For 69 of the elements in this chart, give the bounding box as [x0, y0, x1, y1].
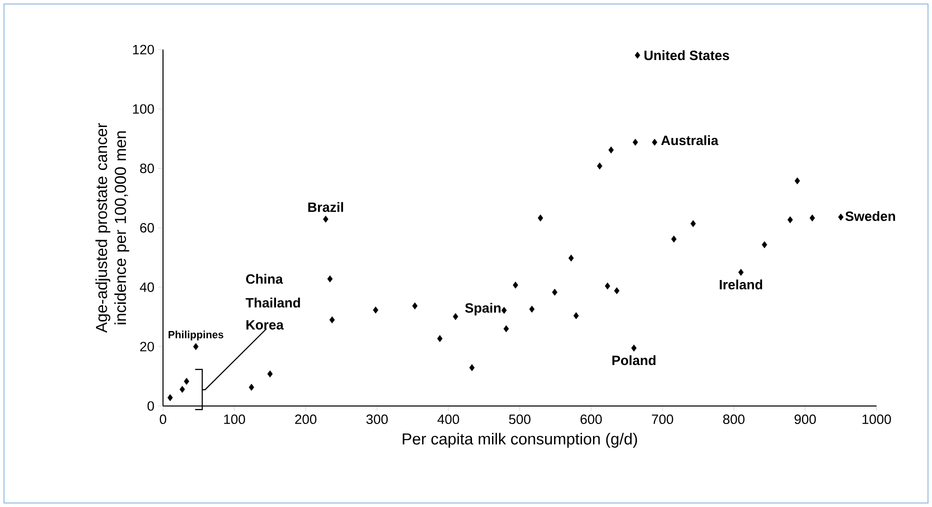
annotation: Australia	[661, 135, 718, 146]
point	[437, 335, 443, 342]
point	[671, 236, 677, 243]
point	[838, 214, 844, 221]
point	[504, 325, 509, 332]
annotation: Brazil	[308, 202, 344, 212]
point	[762, 241, 768, 248]
point	[412, 302, 418, 310]
annotation: China	[246, 274, 283, 284]
point	[167, 394, 173, 402]
y-axis-title: Age-adjusted prostate cancer incidence per 100,000 men	[95, 123, 130, 333]
annotation: Poland	[612, 355, 656, 366]
x-tick-label: 1000	[862, 414, 891, 424]
annotation: Ireland	[720, 280, 762, 290]
point	[596, 162, 602, 170]
point	[469, 364, 475, 372]
point	[552, 288, 558, 296]
point	[634, 52, 640, 59]
point	[604, 282, 610, 290]
point	[248, 384, 254, 391]
annotation: Thailand	[246, 298, 300, 308]
y-tick-label: 100	[133, 104, 154, 114]
x-tick-label: 200	[295, 414, 316, 424]
point	[652, 138, 658, 146]
point	[573, 312, 579, 320]
point	[794, 177, 800, 184]
point	[452, 313, 458, 320]
x-tick-label: 0	[160, 414, 166, 424]
point	[738, 268, 744, 276]
annotation: United States	[644, 50, 730, 60]
point	[608, 146, 614, 154]
x-tick-label: 700	[652, 414, 674, 424]
y-tick-label: 40	[140, 282, 154, 292]
y-tick-label: 20	[140, 342, 154, 352]
x-tick-label: 900	[794, 414, 816, 424]
point	[193, 343, 199, 350]
annotation: Korea	[246, 320, 284, 330]
point	[512, 282, 518, 289]
point	[267, 370, 273, 378]
point	[329, 316, 335, 324]
point	[810, 214, 815, 222]
x-tick-label: 300	[366, 414, 388, 424]
y-tick-label: 60	[140, 223, 154, 233]
point	[568, 254, 574, 262]
y-tick-label: 120	[133, 44, 154, 54]
x-tick-label: 100	[224, 414, 246, 424]
annotation: Philippines	[168, 330, 224, 340]
point	[614, 287, 620, 294]
annotation: Spain	[465, 302, 501, 316]
point	[788, 216, 793, 224]
point	[631, 344, 637, 352]
point	[180, 386, 185, 393]
point	[323, 216, 328, 223]
y-tick-label: 0	[148, 401, 154, 411]
x-tick-label: 500	[509, 414, 530, 424]
point	[501, 306, 507, 314]
point	[327, 275, 333, 282]
point	[690, 220, 696, 228]
y-tick-label: 80	[140, 164, 154, 174]
annotation: Sweden	[845, 211, 896, 222]
point	[632, 138, 638, 146]
point	[372, 306, 378, 314]
point	[538, 214, 544, 222]
point	[529, 306, 535, 313]
point	[184, 378, 190, 385]
x-tick-label: 800	[723, 414, 744, 424]
x-tick-label: 600	[580, 414, 602, 424]
x-tick-label: 400	[438, 414, 460, 424]
x-axis-title: Per capita milk consumption (g/d)	[402, 432, 637, 448]
